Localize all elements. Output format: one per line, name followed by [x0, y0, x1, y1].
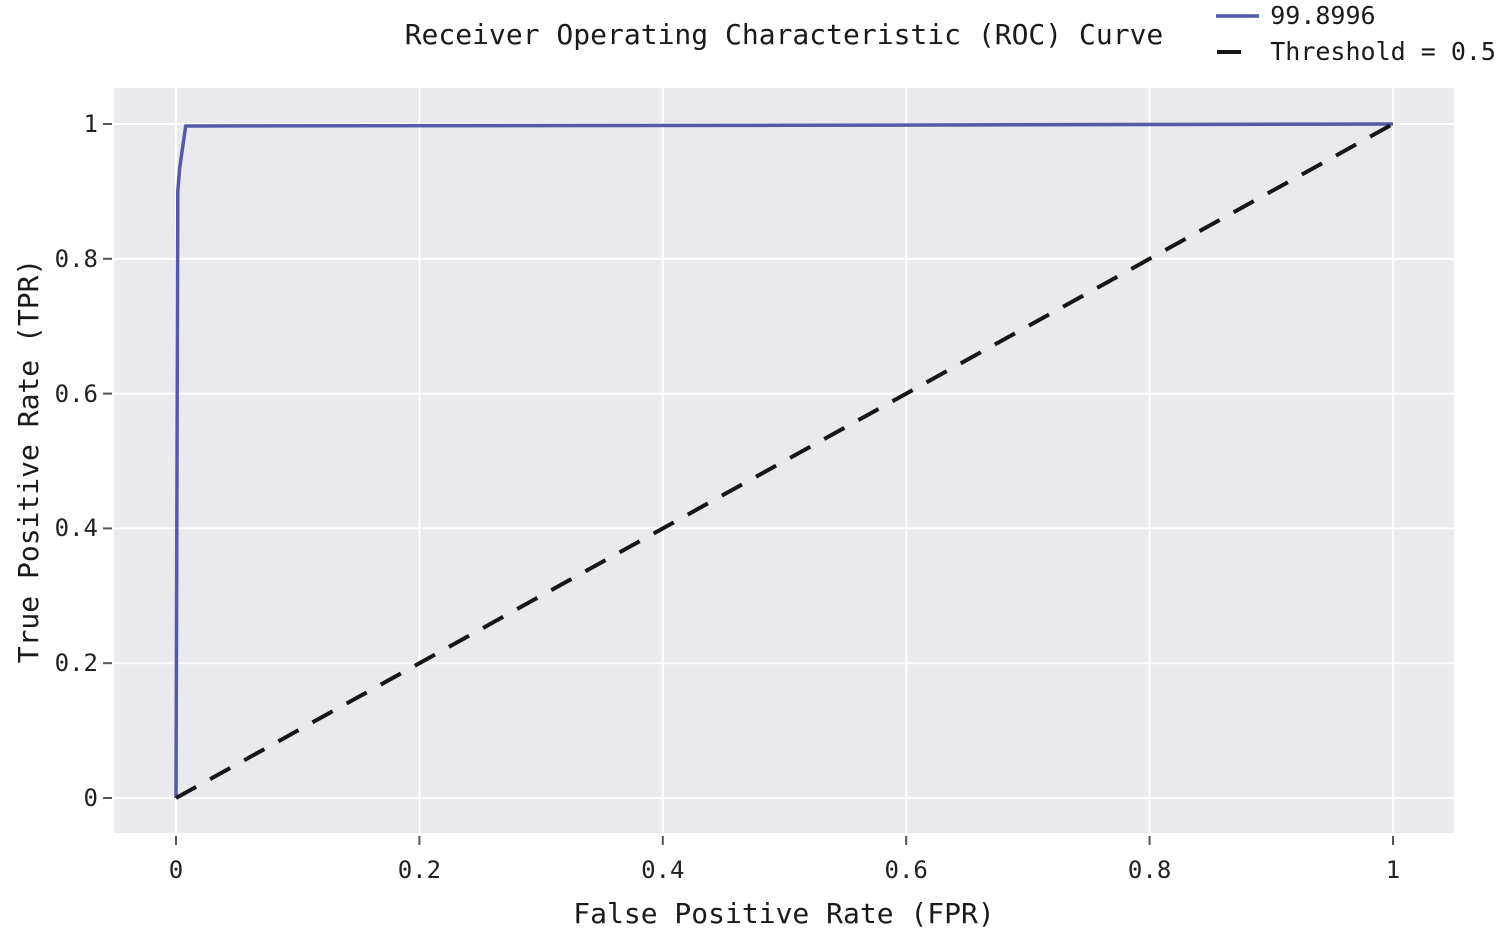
- x-tick-label: 0.6: [884, 856, 928, 884]
- y-tick-label: 0.6: [54, 379, 98, 408]
- legend-item-threshold: Threshold = 0.5: [1216, 37, 1496, 66]
- y-axis-label: True Positive Rate (TPR): [12, 258, 45, 664]
- legend-solid-line-icon: [1216, 13, 1260, 18]
- x-tick-label: 0: [168, 856, 184, 884]
- legend-label-threshold: Threshold = 0.5: [1270, 37, 1496, 66]
- y-tick-label: 0.8: [54, 244, 98, 273]
- x-tick-label: 0.2: [397, 856, 442, 884]
- x-tick-label: 0.4: [641, 856, 685, 884]
- x-tick-label: 1: [1385, 856, 1401, 884]
- legend: 99.8996 Threshold = 0.5: [1216, 1, 1496, 66]
- x-tick-label: 0.8: [1127, 856, 1172, 884]
- y-tick-label: 0.4: [54, 514, 98, 543]
- legend-item-auc: 99.8996: [1216, 1, 1376, 30]
- chart-title: Receiver Operating Characteristic (ROC) …: [404, 18, 1164, 51]
- plot-background: [114, 88, 1454, 833]
- legend-label-auc: 99.8996: [1270, 1, 1376, 30]
- x-axis-label: False Positive Rate (FPR): [573, 897, 995, 930]
- y-tick-label: 0: [83, 784, 98, 812]
- y-tick-label: 0.2: [54, 649, 98, 678]
- y-tick-label: 1: [83, 110, 98, 138]
- legend-dashed-line-icon: [1217, 49, 1260, 54]
- series-line-0: [174, 122, 1394, 799]
